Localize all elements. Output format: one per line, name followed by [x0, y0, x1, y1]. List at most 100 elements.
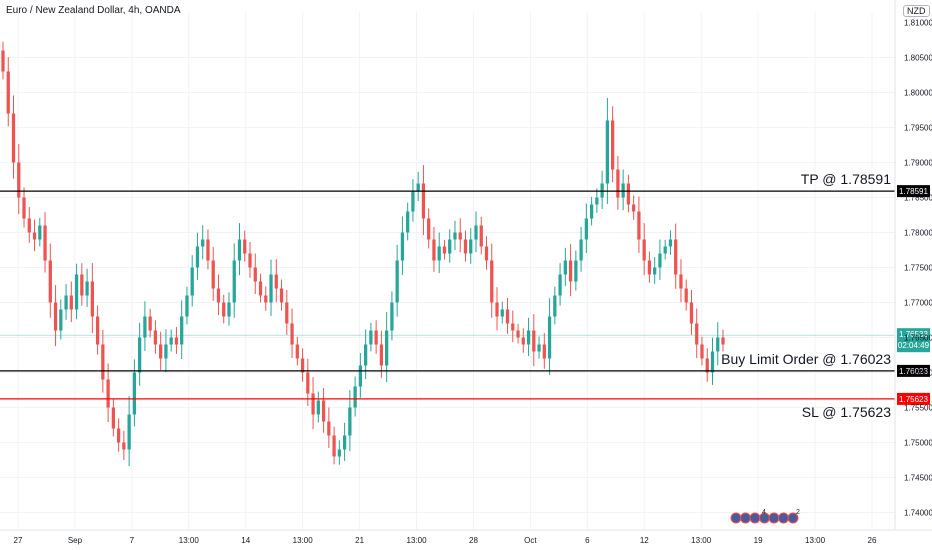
candle-body	[222, 302, 226, 317]
candle-body	[64, 295, 68, 310]
candle-body	[101, 344, 105, 380]
candle-body	[274, 274, 278, 289]
entry-price-tag	[897, 364, 930, 377]
candle-body	[526, 330, 531, 345]
candle-body	[69, 295, 73, 310]
x-tick-label: 26	[868, 536, 877, 545]
x-tick-label: 14	[241, 536, 250, 545]
x-tick-label: 13:00	[691, 536, 712, 545]
grid	[0, 12, 895, 530]
candle-body	[80, 274, 84, 296]
candle-body	[53, 302, 58, 331]
tp-price-tag	[897, 185, 930, 198]
candle-body	[363, 344, 368, 366]
candle-body	[232, 260, 236, 303]
candle-body	[116, 428, 121, 443]
candle-body	[374, 330, 378, 345]
candle-body	[169, 337, 173, 345]
sl-price-tag-text: 1.75623	[899, 395, 928, 404]
candle-body	[553, 295, 557, 317]
candle-body	[453, 232, 457, 240]
candle-body	[306, 372, 310, 394]
candle-body	[148, 316, 152, 331]
x-tick-label: 13:00	[293, 536, 314, 545]
candle-body	[342, 435, 347, 450]
event-icon	[730, 512, 742, 524]
candle-body	[379, 344, 384, 366]
candle-body	[653, 267, 657, 275]
candle-body	[479, 225, 483, 247]
candle-body	[395, 260, 399, 303]
x-tick-label: 7	[130, 536, 135, 545]
candle-body	[390, 302, 394, 331]
candle-body	[206, 239, 210, 261]
candle-body	[95, 316, 100, 345]
candle-body	[300, 358, 305, 373]
candle-body	[469, 239, 473, 254]
candle-body	[27, 218, 31, 233]
candle-body	[216, 288, 221, 303]
candle-body	[406, 211, 410, 233]
candle-body	[311, 393, 315, 415]
candle-body	[22, 197, 26, 219]
x-tick-label: 6	[585, 536, 590, 545]
x-tick-label: 19	[754, 536, 763, 545]
x-axis: 27 Sep 7 13:00 14 13:00 21 13:00 28 Oct 6 12 13:00 19…	[0, 529, 932, 545]
x-tick-label: Oct	[524, 536, 537, 545]
candle-body	[237, 239, 242, 261]
candle-body	[547, 316, 552, 359]
candle-body	[211, 260, 215, 289]
candle-body	[17, 162, 21, 198]
candle-body	[721, 337, 725, 345]
candle-body	[558, 274, 562, 296]
candle-body	[674, 239, 678, 275]
candle-body	[427, 218, 431, 240]
candle-body	[495, 302, 499, 317]
candle-body	[201, 239, 205, 247]
candle-body	[159, 344, 163, 359]
x-tick-label: 13:00	[179, 536, 200, 545]
event-icon	[749, 512, 761, 524]
y-tick-label: 1.77000	[904, 299, 932, 308]
candle-body	[122, 442, 126, 450]
candle-body	[106, 379, 110, 408]
candle-body	[463, 239, 468, 254]
x-tick-label: 12	[640, 536, 649, 545]
candle-body	[605, 120, 610, 184]
candle-body	[353, 386, 357, 408]
candle-body	[642, 239, 646, 261]
candle-body	[589, 204, 594, 219]
candle-body	[43, 225, 47, 261]
candle-body	[111, 407, 115, 429]
candle-body	[295, 344, 299, 359]
candle-body	[668, 239, 673, 247]
candle-body	[505, 309, 510, 324]
current-price-text: 1.76533	[899, 330, 928, 339]
event-icon	[740, 512, 751, 524]
candle-body	[632, 204, 636, 212]
candle-body	[164, 344, 168, 359]
y-tick-label: 1.76500	[904, 334, 932, 343]
chart-title: Euro / New Zealand Dollar, 4h, OANDA	[6, 5, 181, 16]
sl-price-tag	[897, 392, 930, 405]
candle-body	[563, 260, 567, 275]
candle-body	[716, 337, 720, 352]
candle-body	[647, 260, 652, 275]
candle-body	[358, 365, 363, 387]
y-tick-label: 1.76000	[904, 369, 932, 378]
y-tick-label: 1.79500	[904, 124, 932, 133]
candle-body	[684, 288, 688, 303]
candle-body	[385, 330, 389, 366]
y-tick-label: 1.80500	[904, 54, 932, 63]
currency-badge[interactable]: NZD	[903, 5, 930, 17]
candle-body	[432, 239, 436, 261]
levels: TP @ 1.78591 1.78591 Buy Limit Order @ 1.7…	[0, 171, 930, 420]
candle-body	[574, 260, 578, 282]
current-price-tag	[897, 328, 930, 353]
candle-body	[227, 302, 231, 317]
candle-body	[59, 309, 63, 331]
candle-body	[532, 330, 536, 352]
candle-body	[143, 316, 147, 338]
